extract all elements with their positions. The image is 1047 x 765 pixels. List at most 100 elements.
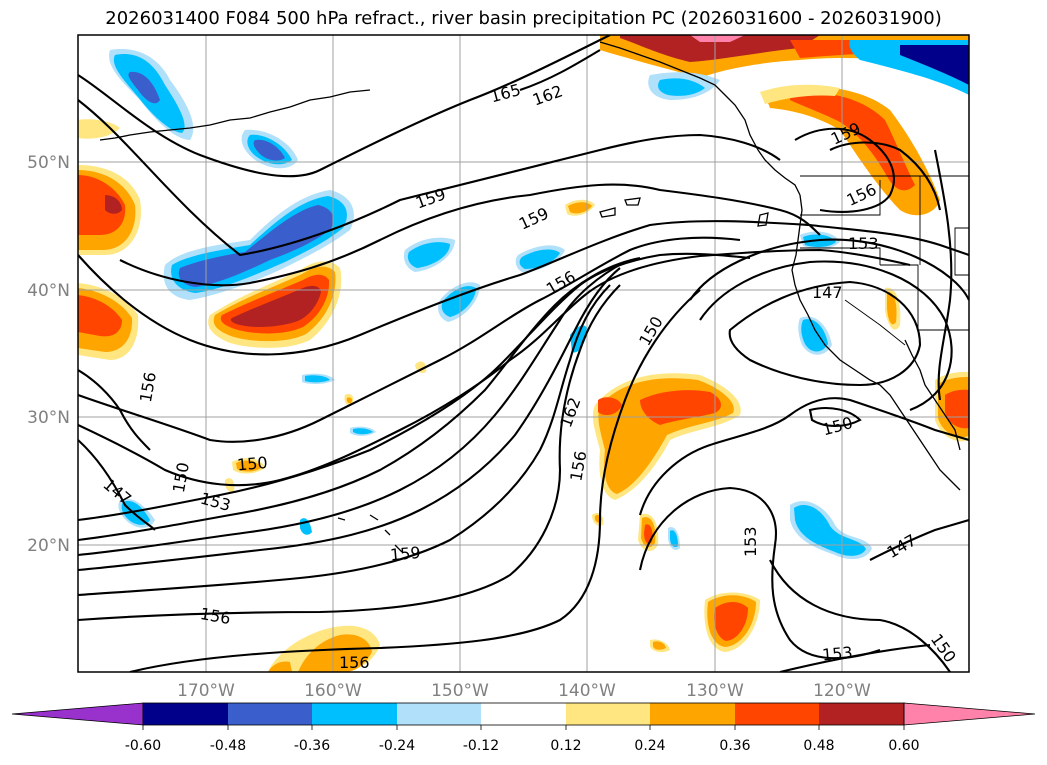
contour-156-pnw xyxy=(794,127,895,213)
coast-west-us xyxy=(791,194,881,386)
colorbar-segment xyxy=(481,703,566,725)
contour-147-low xyxy=(728,280,922,387)
contour-label: 153 xyxy=(821,643,853,665)
colorbar-tick-label: 0.12 xyxy=(550,738,581,754)
colorbar-segment xyxy=(143,703,228,725)
coast-island-1 xyxy=(599,207,616,218)
contour-subtropical-3 xyxy=(78,261,626,557)
colorbar-ticks xyxy=(142,725,905,730)
coast-alaska-south xyxy=(599,41,759,151)
shade-nw-yellow-small xyxy=(78,119,120,139)
colorbar-tick-label: -0.36 xyxy=(294,738,330,754)
shade-california-blue xyxy=(801,319,828,352)
contour-156-bottom xyxy=(129,289,701,672)
colorbar-segment xyxy=(735,703,819,725)
longitude-labels: 170°W 160°W 150°W 140°W 130°W 120°W xyxy=(177,681,871,701)
shade-blob-orange-18 xyxy=(653,641,666,650)
contour-label: 159 xyxy=(389,543,421,565)
coast-baja xyxy=(879,384,961,491)
colorbar: -0.60 -0.48 -0.36 -0.24 -0.12 0.12 0.24 … xyxy=(11,702,1036,754)
lon-label-170w: 170°W xyxy=(177,681,235,701)
shade-blob-redorange-17 xyxy=(714,602,748,641)
shade-blob-orange-12 xyxy=(346,397,353,404)
colorbar-tick-label: -0.24 xyxy=(379,738,415,754)
coast-aleutians xyxy=(99,89,371,141)
contour-label: 156 xyxy=(543,267,579,299)
contour-label: 153 xyxy=(848,234,879,253)
lon-label-120w: 120°W xyxy=(813,681,871,701)
contour-label: 150 xyxy=(169,461,193,494)
lon-label-160w: 160°W xyxy=(304,681,362,701)
latitude-labels: 50°N 40°N 30°N 20°N xyxy=(27,153,70,556)
contour-label: 156 xyxy=(199,604,232,628)
colorbar-frame xyxy=(142,702,905,726)
shade-nw-pacific-mid-1 xyxy=(128,71,160,104)
shade-central-darkred xyxy=(230,285,321,327)
contour-label: 147 xyxy=(884,530,920,562)
shade-central-mid xyxy=(178,205,334,287)
contour-150-low xyxy=(699,260,953,411)
map-title: 2026031400 F084 500 hPa refract., river … xyxy=(105,8,942,29)
coast-gulf-california xyxy=(904,339,961,451)
colorbar-extend-max xyxy=(903,702,1036,726)
coast-island-2 xyxy=(624,197,641,206)
shaded-fields xyxy=(78,35,969,672)
colorbar-tick-label: 0.60 xyxy=(888,738,919,754)
lon-label-150w: 150°W xyxy=(431,681,489,701)
borders xyxy=(800,175,970,346)
shade-blob-blue-16 xyxy=(670,530,678,548)
shade-left-redorange-2 xyxy=(78,295,122,337)
coast-bc xyxy=(757,149,801,196)
contour-subtropical-4 xyxy=(78,267,621,572)
shade-nevada-orange xyxy=(887,291,897,325)
shade-alaska-band-pink xyxy=(690,35,745,42)
colorbar-segment xyxy=(228,703,312,725)
shade-blob-mid-blue-3 xyxy=(441,286,476,317)
shade-blob-blue-7 xyxy=(353,428,373,435)
colorbar-tick-label: 0.48 xyxy=(803,738,834,754)
contour-label: 162 xyxy=(556,395,584,430)
lat-label-30n: 30°N xyxy=(27,408,70,428)
shade-blob-mid-blue-2 xyxy=(519,249,560,269)
contour-162-north xyxy=(519,49,601,91)
contour-label: 162 xyxy=(530,81,565,109)
contour-label: 156 xyxy=(844,180,880,210)
contour-label: 165 xyxy=(488,80,522,106)
colorbar-tick-label: -0.60 xyxy=(125,738,161,754)
colorbar-tick-label: -0.48 xyxy=(210,738,246,754)
contour-159-mid xyxy=(119,183,821,287)
lon-label-140w: 140°W xyxy=(558,681,616,701)
contour-147-west xyxy=(78,439,156,531)
lat-label-50n: 50°N xyxy=(27,153,70,173)
shade-gulf-alaska-navy xyxy=(900,45,969,85)
contour-label: 153 xyxy=(741,526,760,557)
colorbar-segment xyxy=(312,703,397,725)
shade-ec-redorange-2 xyxy=(598,397,622,416)
map-frame xyxy=(77,34,970,673)
border-nv-diag xyxy=(844,299,906,346)
contour-159-south xyxy=(78,284,611,597)
contour-153-low xyxy=(689,238,969,301)
colorbar-segment xyxy=(397,703,481,725)
contour-150-south xyxy=(769,559,951,672)
coast-island-3 xyxy=(757,212,769,227)
border-wa-or xyxy=(800,180,881,216)
contour-label: 147 xyxy=(812,283,843,302)
contour-subtropical-1 xyxy=(78,252,751,522)
contour-156-mid xyxy=(78,220,969,356)
shade-aleutian-mid xyxy=(253,139,285,161)
contour-label: 159 xyxy=(413,184,448,212)
contour-165 xyxy=(78,35,611,178)
shade-alaska-band-red xyxy=(620,35,820,62)
contour-label: 159 xyxy=(516,204,552,234)
lat-label-40n: 40°N xyxy=(27,281,70,301)
contour-subtropical-2 xyxy=(78,256,641,542)
contour-150-mid-low xyxy=(808,406,862,428)
lat-label-20n: 20°N xyxy=(27,536,70,556)
contour-150-east xyxy=(638,397,969,516)
coast-hawaii xyxy=(337,514,403,553)
contour-153-south xyxy=(638,486,881,660)
shade-blob-orange-4 xyxy=(568,202,592,214)
contour-153-bottom xyxy=(779,643,931,672)
